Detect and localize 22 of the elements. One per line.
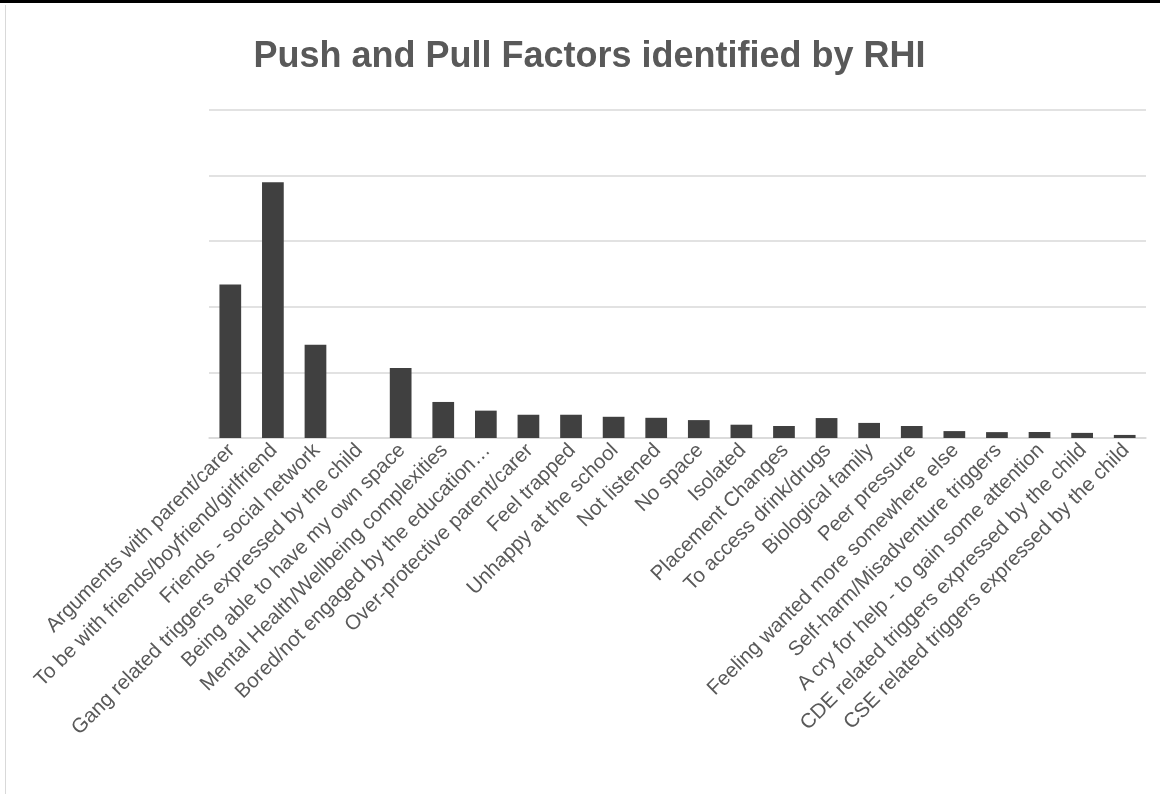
bar — [730, 424, 753, 438]
bar — [1071, 432, 1093, 438]
bar — [304, 344, 327, 438]
bar — [645, 417, 668, 438]
bar — [687, 420, 710, 438]
bar — [773, 425, 795, 438]
bar — [858, 422, 881, 438]
bar — [1113, 434, 1136, 438]
bar — [432, 401, 455, 438]
bar — [815, 418, 838, 438]
bar — [517, 414, 540, 438]
bar — [219, 284, 242, 438]
bar — [602, 416, 625, 438]
bar — [986, 432, 1008, 438]
bar — [560, 414, 582, 438]
bar — [943, 431, 966, 438]
bar — [900, 425, 923, 438]
bar — [474, 410, 497, 438]
chart-title: Push and Pull Factors identified by RHI — [253, 33, 926, 75]
bar — [1028, 432, 1051, 438]
bar — [262, 182, 284, 438]
bar — [389, 367, 412, 438]
